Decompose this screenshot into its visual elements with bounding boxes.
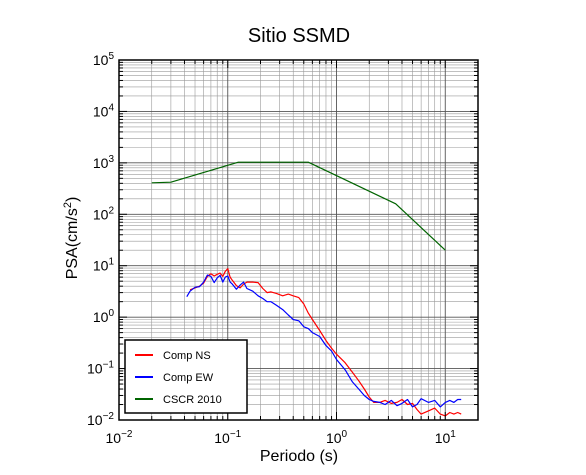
y-tick-label: 101 bbox=[93, 257, 115, 274]
legend-label-comp-ew: Comp EW bbox=[163, 372, 214, 384]
y-tick-label: 100 bbox=[93, 308, 115, 325]
legend-label-comp-ns: Comp NS bbox=[163, 350, 211, 362]
y-tick-label: 103 bbox=[93, 154, 115, 171]
plot-frame bbox=[118, 59, 479, 421]
x-tick-label: 10−1 bbox=[214, 429, 241, 446]
grid-minor bbox=[119, 60, 479, 420]
frame-ticks bbox=[118, 59, 479, 421]
series-line-comp-ew bbox=[186, 274, 462, 408]
x-tick-label: 100 bbox=[326, 429, 348, 446]
x-axis-tick-labels: 10−2 10−1 100 101 bbox=[106, 429, 457, 446]
chart-title: Sitio SSMD bbox=[248, 25, 350, 47]
y-tick-label: 102 bbox=[93, 205, 115, 222]
x-tick-label: 101 bbox=[435, 429, 457, 446]
y-tick-label: 104 bbox=[93, 102, 115, 119]
y-axis-label-base: PSA(cm/s bbox=[64, 208, 81, 279]
legend: Comp NS Comp EW CSCR 2010 bbox=[124, 339, 248, 414]
series-line-cscr-2010 bbox=[151, 161, 446, 251]
y-tick-label: 10−1 bbox=[87, 360, 114, 377]
y-tick-label: 10−2 bbox=[87, 411, 114, 428]
x-tick-label: 10−2 bbox=[106, 429, 133, 446]
series-line-comp-ns bbox=[189, 268, 462, 417]
y-axis-label: PSA(cm/s2) bbox=[62, 197, 81, 280]
y-axis-label-exponent: 2 bbox=[62, 202, 74, 208]
y-tick-label: 105 bbox=[93, 51, 115, 68]
x-axis-label: Periodo (s) bbox=[260, 448, 338, 465]
y-axis-label-tail: ) bbox=[64, 197, 81, 202]
y-axis-tick-labels: 10−2 10−1 100 101 102 103 104 105 bbox=[87, 51, 114, 428]
data-lines bbox=[151, 161, 462, 417]
legend-label-cscr-2010: CSCR 2010 bbox=[163, 394, 222, 406]
